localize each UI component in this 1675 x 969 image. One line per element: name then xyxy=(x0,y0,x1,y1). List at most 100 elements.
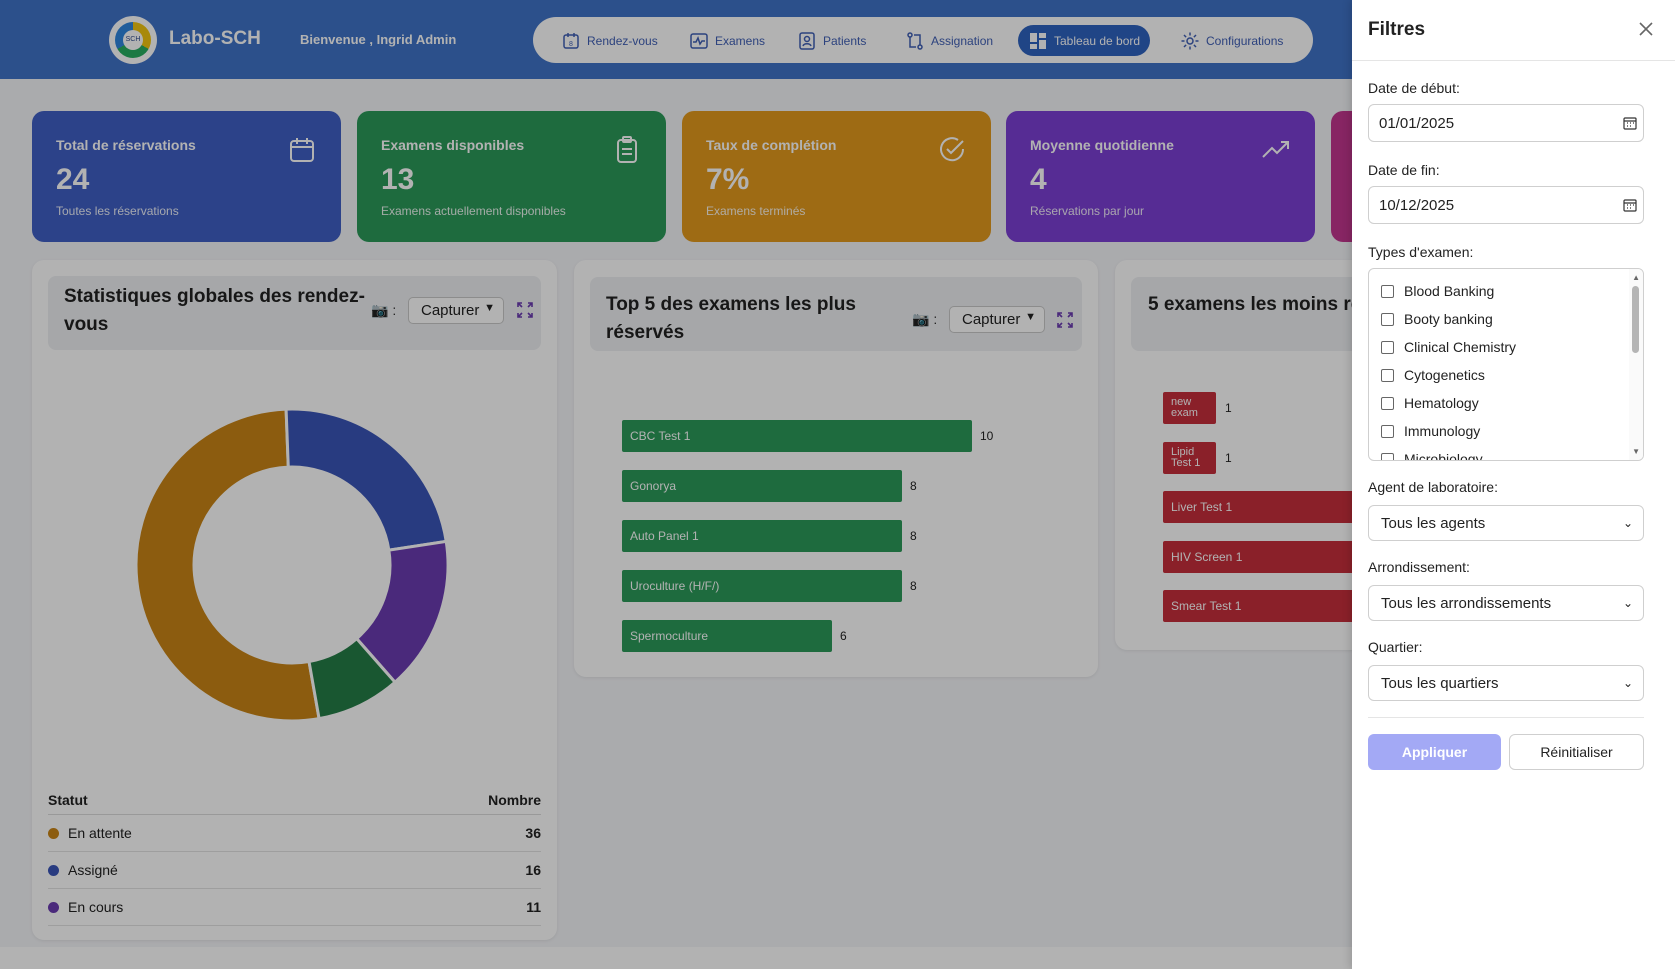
drawer-title: Filtres xyxy=(1368,19,1426,40)
panel-title-top-exams: Top 5 des examens les plus réservés xyxy=(606,294,856,343)
svg-text:8: 8 xyxy=(569,41,573,48)
start-date-input[interactable]: 01/01/2025 xyxy=(1368,104,1644,142)
welcome-text: Bienvenue , Ingrid Admin xyxy=(300,32,457,47)
camera-icon: 📷 : xyxy=(371,302,397,318)
status-donut-chart xyxy=(134,407,450,723)
chart-bar: Smear Test 1 xyxy=(1163,590,1363,622)
expand-icon[interactable] xyxy=(517,302,533,318)
trending-up-icon xyxy=(1262,141,1289,158)
clipboard-icon xyxy=(617,136,637,163)
nav-examens[interactable]: Examens xyxy=(679,25,775,56)
panel-status-stats xyxy=(32,260,557,940)
kpi-examens-disponibles: Examens disponibles 13 Examens actuellem… xyxy=(357,111,666,242)
calendar-icon xyxy=(290,138,314,162)
start-date-label: Date de début: xyxy=(1368,80,1460,96)
nav-tableau-de-bord[interactable]: Tableau de bord xyxy=(1018,25,1151,56)
panel-title-bottom-exams: 5 examens les moins ré xyxy=(1148,294,1362,315)
exam-type-option[interactable]: Hematology xyxy=(1381,395,1479,411)
exam-type-option[interactable]: Immunology xyxy=(1381,423,1480,439)
legend-dot xyxy=(48,865,59,876)
apply-button[interactable]: Appliquer xyxy=(1368,734,1501,770)
quartier-select[interactable]: Tous les quartiers ⌄ xyxy=(1368,665,1644,701)
kpi-total-reservations: Total de réservations 24 Toutes les rése… xyxy=(32,111,341,242)
end-date-label: Date de fin: xyxy=(1368,162,1440,178)
calendar-icon[interactable] xyxy=(1623,198,1637,212)
bar-value: 6 xyxy=(840,629,847,643)
panel-title-status: Statistiques globales des rendez- vous xyxy=(64,286,365,335)
assign-icon xyxy=(907,31,923,50)
nav-assignation[interactable]: Assignation xyxy=(895,25,1003,56)
chevron-down-icon: ⌄ xyxy=(1622,676,1633,690)
nav-patients[interactable]: Patients xyxy=(787,25,876,56)
checkbox[interactable] xyxy=(1381,340,1394,354)
capture-select[interactable]: Capturer ▼ xyxy=(408,297,504,324)
kpi-taux-completion: Taux de complétion 7% Examens terminés xyxy=(682,111,991,242)
kpi-moyenne-quotidienne: Moyenne quotidienne 4 Réservations par j… xyxy=(1006,111,1315,242)
dashboard-icon xyxy=(1030,32,1046,49)
bar-value: 10 xyxy=(980,429,994,443)
chevron-down-icon: ⌄ xyxy=(1622,596,1633,610)
arrondissement-select[interactable]: Tous les arrondissements ⌄ xyxy=(1368,585,1644,621)
gear-icon xyxy=(1181,32,1199,49)
chart-bar[interactable]: Spermoculture xyxy=(622,620,832,652)
arrondissement-label: Arrondissement: xyxy=(1368,559,1470,575)
exam-type-option[interactable]: Blood Banking xyxy=(1381,283,1494,299)
exam-type-option[interactable]: Clinical Chemistry xyxy=(1381,339,1516,355)
modal-backdrop[interactable] xyxy=(0,0,1352,969)
quartier-label: Quartier: xyxy=(1368,639,1423,655)
chart-bar: Liver Test 1 xyxy=(1163,491,1363,523)
checkbox[interactable] xyxy=(1381,368,1394,382)
app-logo[interactable]: SCH xyxy=(109,16,157,64)
capture-select[interactable]: Capturer ▼ xyxy=(949,306,1045,333)
end-date-input[interactable]: 10/12/2025 xyxy=(1368,186,1644,224)
exam-types-label: Types d'examen: xyxy=(1368,244,1474,260)
bar-value: 8 xyxy=(910,479,917,493)
calendar-icon: 8 xyxy=(563,32,579,49)
table-row: En attente 36 xyxy=(48,815,541,852)
close-icon[interactable] xyxy=(1638,21,1654,37)
reset-button[interactable]: Réinitialiser xyxy=(1509,734,1644,770)
checkbox[interactable] xyxy=(1381,452,1394,460)
exam-type-option[interactable]: Booty banking xyxy=(1381,311,1493,327)
agent-select[interactable]: Tous les agents ⌄ xyxy=(1368,505,1644,541)
expand-icon[interactable] xyxy=(1057,312,1073,328)
status-table-header: Statut Nombre xyxy=(48,787,541,815)
bar-value: 8 xyxy=(910,529,917,543)
brand-name: Labo-SCH xyxy=(169,28,261,49)
chart-bar[interactable]: CBC Test 1 xyxy=(622,420,972,452)
exam-type-option[interactable]: Cytogenetics xyxy=(1381,367,1485,383)
legend-dot xyxy=(48,902,59,913)
checkbox[interactable] xyxy=(1381,424,1394,438)
pulse-icon xyxy=(690,32,708,49)
nav-rendez-vous[interactable]: 8 Rendez-vous xyxy=(551,25,668,56)
chevron-down-icon: ▼ xyxy=(484,302,495,314)
panel-header xyxy=(1131,277,1375,351)
scrollbar[interactable]: ▲ ▼ xyxy=(1629,269,1643,460)
bar-value: 8 xyxy=(910,579,917,593)
legend-dot xyxy=(48,828,59,839)
chevron-down-icon: ⌄ xyxy=(1622,516,1633,530)
chart-bar[interactable]: Uroculture (H/F/) xyxy=(622,570,902,602)
table-row: Assigné 16 xyxy=(48,852,541,889)
checkbox[interactable] xyxy=(1381,396,1394,410)
exam-type-option[interactable]: Microbiology xyxy=(1381,451,1483,460)
divider xyxy=(1368,717,1644,718)
checkbox[interactable] xyxy=(1381,312,1394,326)
checkbox[interactable] xyxy=(1381,284,1394,298)
donut-slice[interactable] xyxy=(134,407,321,723)
check-circle-icon xyxy=(940,137,965,162)
scroll-down-icon[interactable]: ▼ xyxy=(1632,447,1640,456)
bar-label-tag: new exam xyxy=(1163,392,1216,424)
nav-configurations[interactable]: Configurations xyxy=(1170,25,1293,56)
exam-types-list: Blood Banking Booty banking Clinical Che… xyxy=(1368,268,1644,461)
chart-bar[interactable]: Gonorya xyxy=(622,470,902,502)
scrollbar-thumb[interactable] xyxy=(1632,286,1639,353)
table-row: En cours 11 xyxy=(48,889,541,926)
calendar-icon[interactable] xyxy=(1623,116,1637,130)
chart-bar[interactable]: Auto Panel 1 xyxy=(622,520,902,552)
bar-value: 1 xyxy=(1225,451,1232,465)
divider xyxy=(1352,60,1675,61)
donut-slice[interactable] xyxy=(307,636,398,721)
chevron-down-icon: ▼ xyxy=(1025,311,1036,323)
scroll-up-icon[interactable]: ▲ xyxy=(1632,273,1640,282)
